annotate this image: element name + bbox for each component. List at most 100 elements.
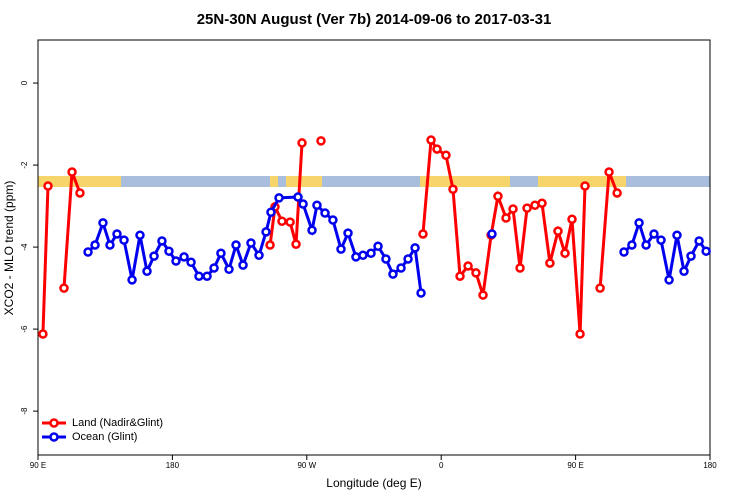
data-point: [246, 238, 256, 248]
data-point: [291, 239, 301, 249]
x-tick-label: 180: [166, 461, 180, 470]
data-point: [316, 136, 326, 146]
data-point: [186, 257, 196, 268]
y-tick-label: -4: [20, 243, 29, 251]
data-point: [75, 188, 85, 198]
data-point: [679, 266, 689, 277]
data-point: [179, 252, 189, 262]
data-point: [432, 144, 442, 154]
data-point: [67, 167, 77, 177]
data-point: [307, 225, 317, 236]
data-point: [328, 215, 338, 225]
data-point: [105, 240, 115, 250]
data-point: [83, 247, 93, 257]
data-point: [231, 240, 241, 250]
y-tick-label: -6: [20, 325, 29, 333]
data-point: [634, 218, 644, 228]
y-tick-label: 0: [20, 80, 29, 85]
data-point: [641, 240, 651, 250]
data-point: [396, 263, 406, 273]
x-tick-label: 90 E: [567, 461, 583, 470]
data-point: [343, 228, 353, 238]
data-point: [98, 218, 108, 228]
data-point: [560, 248, 570, 258]
data-point: [285, 217, 295, 227]
data-point: [664, 275, 674, 285]
data-point: [59, 283, 69, 293]
data-point: [448, 184, 458, 195]
data-point: [553, 226, 563, 236]
data-point: [487, 229, 497, 239]
data-point: [265, 240, 275, 250]
data-point: [336, 244, 346, 254]
data-point: [274, 193, 284, 203]
data-point: [312, 200, 322, 211]
data-point: [209, 263, 219, 273]
y-axis-label: XCO2 - MLO trend (ppm): [2, 181, 16, 316]
data-point: [202, 271, 212, 281]
y-tick-label: -8: [20, 407, 29, 415]
legend-marker: [49, 432, 59, 442]
data-point: [261, 227, 271, 237]
legend-label: Ocean (Glint): [72, 431, 137, 443]
data-point: [194, 271, 204, 281]
data-point: [595, 283, 605, 293]
y-tick-label: -2: [20, 161, 29, 169]
data-point: [701, 246, 711, 256]
data-point: [388, 269, 398, 279]
data-point: [493, 191, 503, 201]
data-point: [127, 275, 137, 285]
data-point: [149, 251, 159, 261]
data-point: [238, 260, 248, 270]
data-point: [320, 208, 330, 218]
data-point: [426, 135, 436, 145]
data-point: [508, 204, 518, 214]
data-point: [672, 230, 682, 240]
data-point: [254, 250, 264, 261]
data-point: [43, 181, 53, 191]
data-point: [358, 250, 368, 261]
data-point: [38, 329, 48, 339]
data-point: [522, 203, 532, 213]
data-point: [381, 254, 391, 264]
data-point: [171, 256, 181, 266]
data-point: [649, 229, 659, 239]
strip-ocean: [38, 176, 710, 187]
data-point: [619, 247, 629, 257]
data-point: [656, 235, 666, 245]
data-point: [157, 236, 167, 246]
data-point: [567, 214, 577, 224]
data-point: [119, 235, 129, 245]
data-point: [478, 290, 488, 300]
strip-land: [538, 176, 626, 187]
x-axis-label: Longitude (deg E): [326, 476, 421, 490]
x-tick-label: 180: [703, 461, 717, 470]
data-point: [266, 207, 276, 217]
legend: Land (Nadir&Glint) Ocean (Glint): [42, 417, 163, 443]
strip-land: [286, 176, 322, 187]
strip-land: [38, 176, 121, 187]
data-point: [298, 199, 308, 209]
data-point: [366, 248, 376, 258]
data-point: [277, 216, 287, 227]
data-point: [216, 248, 226, 258]
data-point: [694, 236, 704, 246]
legend-label: Land (Nadir&Glint): [72, 417, 163, 429]
data-point: [455, 271, 465, 281]
data-point: [112, 229, 122, 239]
data-point: [418, 229, 428, 239]
data-point: [410, 243, 420, 253]
data-point: [135, 230, 145, 240]
x-tick-label: 90 W: [297, 461, 316, 470]
data-point: [403, 254, 413, 264]
legend-marker: [49, 418, 59, 428]
data-point: [686, 251, 696, 261]
data-point: [373, 241, 383, 252]
data-point: [537, 198, 547, 208]
data-point: [627, 240, 637, 250]
data-point: [580, 181, 590, 191]
data-point: [471, 268, 481, 278]
data-point: [293, 192, 303, 202]
strip-land: [420, 176, 510, 187]
chart-title: 25N-30N August (Ver 7b) 2014-09-06 to 20…: [197, 11, 552, 28]
